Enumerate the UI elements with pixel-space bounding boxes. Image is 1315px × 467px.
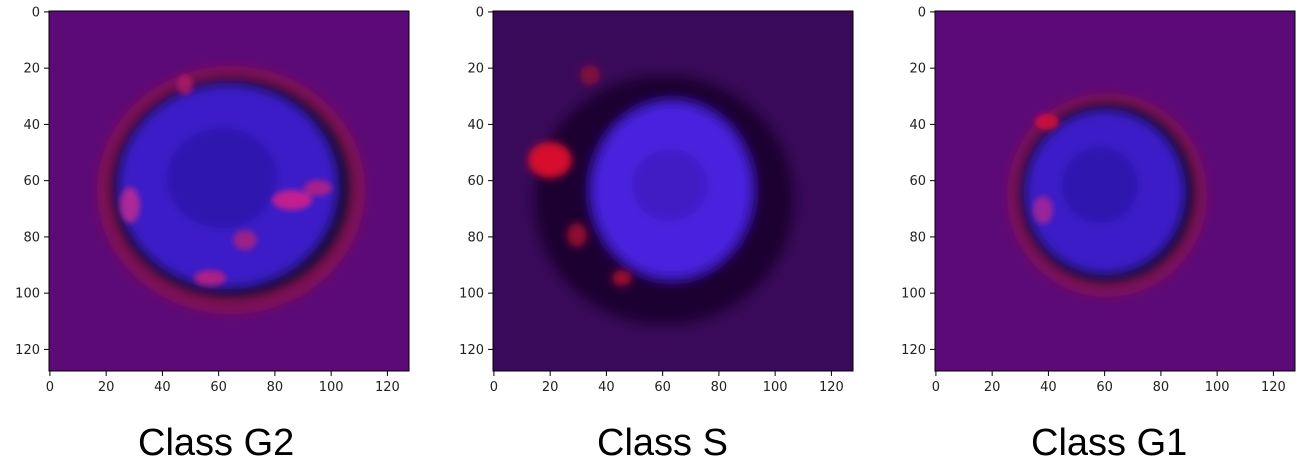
x-axis: 0 20 40 60 80 100 120: [932, 371, 1286, 395]
cell-spots: [528, 65, 632, 286]
x-tick-label: 100: [763, 380, 788, 395]
x-tick-label: 120: [375, 380, 400, 395]
x-tick-label: 120: [1261, 380, 1286, 395]
y-tick-label: 120: [15, 343, 40, 358]
cell-spots: [120, 75, 332, 286]
x-tick-label: 0: [932, 380, 940, 395]
panel-caption: Class S: [597, 422, 728, 464]
y-tick-label: 20: [23, 62, 40, 77]
image-plot-s: 0 20 40 60 80 100 120 0 20 40 60 80 100 120: [459, 5, 854, 395]
y-tick-label: 100: [459, 287, 484, 302]
y-tick-label: 60: [467, 174, 484, 189]
x-tick-label: 80: [267, 380, 284, 395]
y-tick-label: 20: [467, 62, 484, 77]
x-tick-label: 120: [819, 380, 844, 395]
panel-class-s: 0 20 40 60 80 100 120 0 20 40 60 80 100 120 Class S: [442, 0, 882, 467]
x-tick-label: 20: [984, 380, 1001, 395]
y-tick-label: 80: [23, 230, 40, 245]
x-tick-label: 20: [98, 380, 115, 395]
cell-spots: [1033, 114, 1059, 224]
panel-class-g2: 0 20 40 60 80 100 120 0 20 40 60 80 100 120 Class G2: [0, 0, 440, 467]
x-tick-label: 60: [1096, 380, 1113, 395]
y-tick-label: 20: [909, 62, 926, 77]
y-tick-label: 120: [901, 343, 926, 358]
y-axis: 0 20 40 60 80 100 120: [901, 5, 935, 358]
y-axis: 0 20 40 60 80 100 120: [15, 5, 49, 358]
x-tick-label: 40: [1040, 380, 1057, 395]
x-tick-label: 20: [542, 380, 559, 395]
y-tick-label: 0: [32, 5, 40, 20]
x-tick-label: 60: [654, 380, 671, 395]
x-tick-label: 0: [490, 380, 498, 395]
y-tick-label: 0: [918, 5, 926, 20]
y-tick-label: 80: [909, 230, 926, 245]
panel-class-g1: 0 20 40 60 80 100 120 0 20 40 60 80 100 120 Class G1: [885, 0, 1315, 467]
y-tick-label: 40: [467, 118, 484, 133]
x-tick-label: 60: [210, 380, 227, 395]
x-axis: 0 20 40 60 80 100 120: [46, 371, 400, 395]
x-tick-label: 80: [1153, 380, 1170, 395]
x-tick-label: 40: [598, 380, 615, 395]
panel-caption: Class G1: [1031, 422, 1188, 464]
y-tick-label: 40: [23, 118, 40, 133]
y-tick-label: 60: [909, 174, 926, 189]
y-axis: 0 20 40 60 80 100 120: [459, 5, 493, 358]
y-tick-label: 80: [467, 230, 484, 245]
x-tick-label: 0: [46, 380, 54, 395]
image-plot-g1: 0 20 40 60 80 100 120 0 20 40 60 80 100 120: [901, 5, 1296, 395]
cell-image: [1007, 93, 1207, 297]
x-tick-label: 80: [711, 380, 728, 395]
y-tick-label: 100: [15, 287, 40, 302]
image-plot-g2: 0 20 40 60 80 100 120 0 20 40 60 80 100 120: [15, 5, 410, 395]
y-tick-label: 40: [909, 118, 926, 133]
cell-image: [534, 75, 794, 325]
y-tick-label: 0: [476, 5, 484, 20]
panel-caption: Class G2: [138, 422, 295, 464]
x-tick-label: 100: [319, 380, 344, 395]
y-tick-label: 120: [459, 343, 484, 358]
cell-image: [97, 66, 365, 314]
x-tick-label: 40: [154, 380, 171, 395]
y-tick-label: 60: [23, 174, 40, 189]
y-tick-label: 100: [901, 287, 926, 302]
x-axis: 0 20 40 60 80 100 120: [490, 371, 844, 395]
x-tick-label: 100: [1205, 380, 1230, 395]
